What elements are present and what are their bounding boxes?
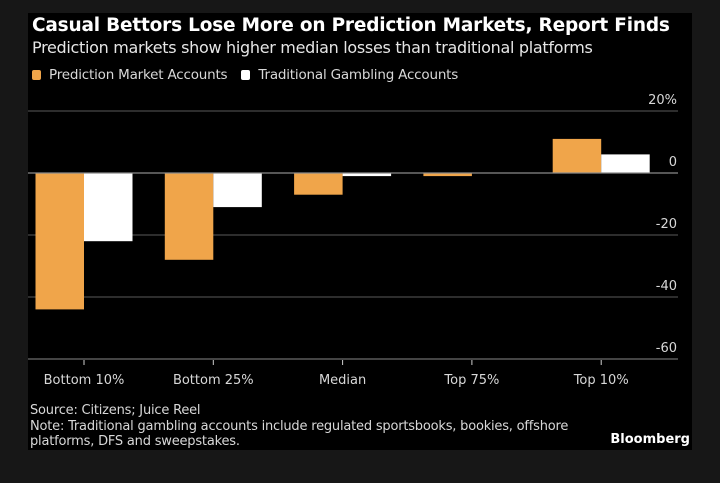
chart-footer: Source: Citizens; Juice Reel Note: Tradi… (30, 403, 568, 450)
bar-prediction (552, 138, 602, 173)
bar-prediction (423, 173, 472, 177)
chart-subtitle: Prediction markets show higher median lo… (32, 38, 593, 57)
legend-label-traditional: Traditional Gambling Accounts (258, 67, 459, 83)
bars (35, 138, 650, 310)
bar-prediction (164, 173, 214, 260)
chart-title: Casual Bettors Lose More on Prediction M… (32, 15, 670, 36)
bar-prediction (35, 173, 84, 310)
axes: 20% 0 -20 -40 -60 Bottom 10% Bottom 25% Median T… (28, 93, 678, 388)
legend-swatch-prediction (32, 70, 41, 80)
x-tick-label: Top 75% (443, 373, 499, 388)
x-tick-label: Top 10% (573, 373, 629, 388)
x-tick-label: Bottom 10% (44, 373, 125, 388)
x-tick-label: Bottom 25% (173, 373, 254, 388)
y-tick-label: 20% (648, 93, 677, 108)
bloomberg-logo: Bloomberg (610, 432, 690, 447)
bar-traditional (84, 173, 133, 242)
source-text: Source: Citizens; Juice Reel (30, 403, 201, 418)
y-tick-label: -60 (656, 341, 677, 356)
bar-traditional (342, 173, 392, 177)
y-tick-label: -20 (656, 217, 677, 232)
legend-item-prediction: Prediction Market Accounts (32, 67, 228, 83)
legend-label-prediction: Prediction Market Accounts (49, 67, 228, 83)
legend: Prediction Market Accounts Traditional G… (32, 67, 472, 83)
y-tick-label: 0 (669, 155, 677, 170)
chart-panel: Casual Bettors Lose More on Prediction M… (28, 13, 692, 450)
legend-swatch-traditional (241, 70, 251, 80)
bar-chart: 20% 0 -20 -40 -60 Bottom 10% Bottom 25% Median T… (28, 93, 678, 388)
y-tick-label: -40 (656, 279, 677, 294)
note-text-line1: Note: Traditional gambling accounts incl… (30, 418, 569, 434)
bar-prediction (294, 173, 343, 195)
note-text-line2: platforms, DFS and sweepstakes. (30, 434, 240, 449)
bar-traditional (213, 173, 262, 208)
x-tick-label: Median (319, 373, 366, 388)
bar-traditional (601, 154, 650, 173)
legend-item-traditional: Traditional Gambling Accounts (241, 67, 458, 83)
